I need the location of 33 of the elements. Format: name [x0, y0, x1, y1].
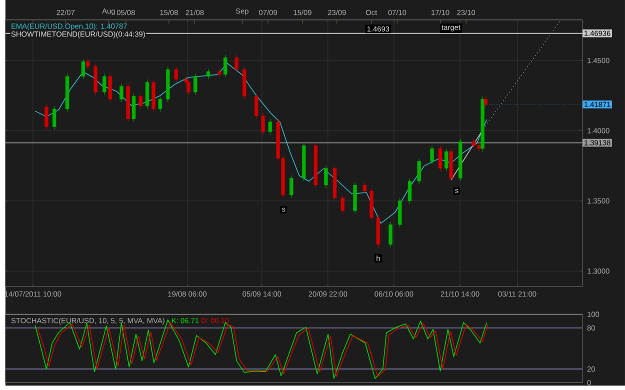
candlestick — [86, 58, 90, 70]
candlestick — [174, 66, 178, 83]
candlestick — [444, 148, 448, 172]
candlestick — [362, 182, 367, 194]
candlestick — [289, 175, 294, 198]
candlestick — [398, 198, 402, 228]
candlestick — [158, 96, 162, 112]
candlestick — [145, 79, 150, 110]
candlestick — [206, 68, 210, 80]
candlestick — [408, 178, 412, 204]
candlestick — [108, 73, 112, 102]
candlestick — [324, 165, 328, 188]
candlestick — [44, 104, 48, 130]
candlestick — [234, 54, 238, 73]
candlestick — [340, 195, 345, 214]
candlestick — [120, 83, 124, 102]
candlestick — [218, 68, 222, 78]
candlestick — [254, 93, 258, 120]
candlestick — [186, 79, 190, 96]
candlestick — [268, 118, 272, 135]
candlestick — [81, 58, 86, 80]
candlestick — [438, 146, 442, 172]
candlestick — [430, 146, 434, 165]
candlestick — [132, 93, 136, 122]
candlestick — [484, 96, 488, 108]
candlestick — [138, 93, 142, 110]
candlestick — [102, 73, 106, 96]
candlestick — [388, 222, 392, 248]
candlestick — [417, 158, 421, 184]
candlestick — [261, 112, 265, 135]
candlestick — [193, 73, 198, 96]
candlestick — [223, 54, 228, 78]
candlestick — [52, 106, 56, 130]
